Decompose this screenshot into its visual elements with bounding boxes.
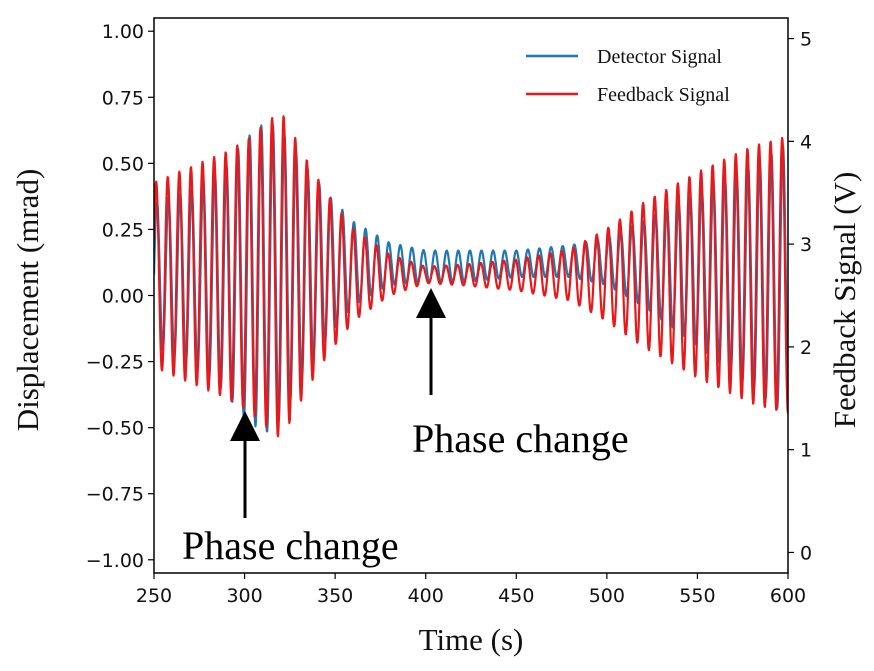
y-axis-left: −1.00 −0.75 −0.50 −0.25 0.00 0.25 0.50 0.75 1.00 [86,21,154,572]
y-tick-label-1: −0.75 [86,484,144,506]
y2-tick-label-2: 2 [800,337,812,359]
y-tick-label-0: −1.00 [86,550,144,572]
y2-tick-label-5: 5 [800,29,812,51]
y-tick-label-8: 1.00 [102,21,144,43]
x-tick-label-2: 350 [317,585,353,607]
y-tick-label-5: 0.25 [102,219,144,241]
x-tick-label-0: 250 [136,585,172,607]
x-tick-label-4: 450 [498,585,534,607]
legend-label-feedback: Feedback Signal [597,84,730,106]
annotation-phase-change-1: Phase change [182,411,399,568]
annotation-phase-change-2: Phase change [412,288,629,461]
legend-label-detector: Detector Signal [597,46,722,68]
y-tick-label-4: 0.00 [102,286,144,308]
x-tick-label-1: 300 [226,585,262,607]
y2-tick-label-4: 4 [800,131,812,153]
y-tick-label-2: −0.50 [86,418,144,440]
y2-tick-label-1: 1 [800,440,812,462]
y-axis-title-left: Displacement (mrad) [10,169,45,432]
x-tick-label-7: 600 [770,585,806,607]
annotation-label-1: Phase change [182,523,399,568]
x-axis-title: Time (s) [419,622,524,657]
x-tick-label-5: 500 [589,585,625,607]
x-axis: 250 300 350 400 450 500 550 600 [136,573,806,607]
y-tick-label-7: 0.75 [102,87,144,109]
x-tick-label-3: 400 [408,585,444,607]
y2-tick-label-0: 0 [800,542,812,564]
y-axis-title-right: Feedback Signal (V) [827,172,862,429]
y-axis-right: 0 1 2 3 4 5 [788,29,812,564]
y-tick-label-6: 0.50 [102,153,144,175]
x-tick-label-6: 550 [679,585,715,607]
y2-tick-label-3: 3 [800,234,812,256]
plot-series-layer [154,115,788,438]
legend: Detector Signal Feedback Signal [526,46,730,106]
y-tick-label-3: −0.25 [86,352,144,374]
series-line-feedback [154,115,788,438]
annotation-label-2: Phase change [412,416,629,461]
